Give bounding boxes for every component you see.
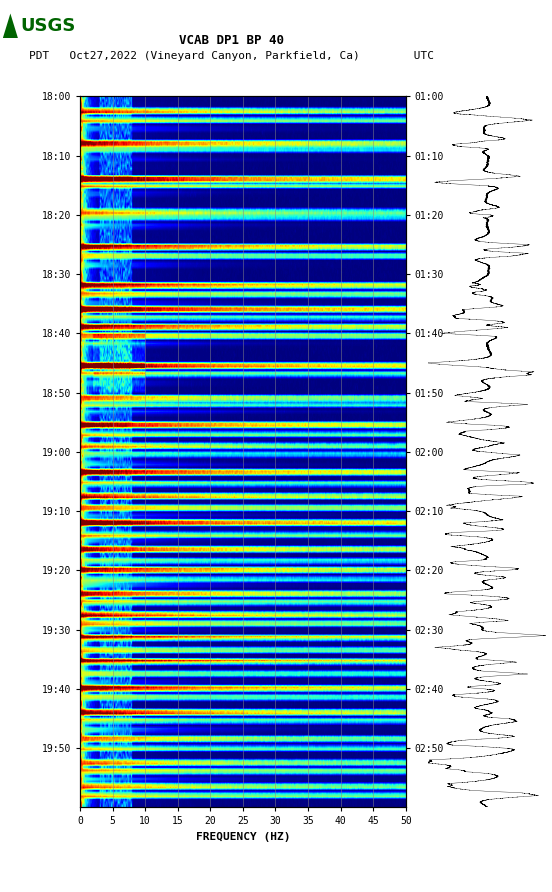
Text: VCAB DP1 BP 40: VCAB DP1 BP 40 (179, 34, 284, 46)
Text: USGS: USGS (20, 17, 76, 35)
Polygon shape (3, 13, 18, 38)
X-axis label: FREQUENCY (HZ): FREQUENCY (HZ) (195, 832, 290, 842)
Text: PDT   Oct27,2022 (Vineyard Canyon, Parkfield, Ca)        UTC: PDT Oct27,2022 (Vineyard Canyon, Parkfie… (29, 51, 434, 62)
